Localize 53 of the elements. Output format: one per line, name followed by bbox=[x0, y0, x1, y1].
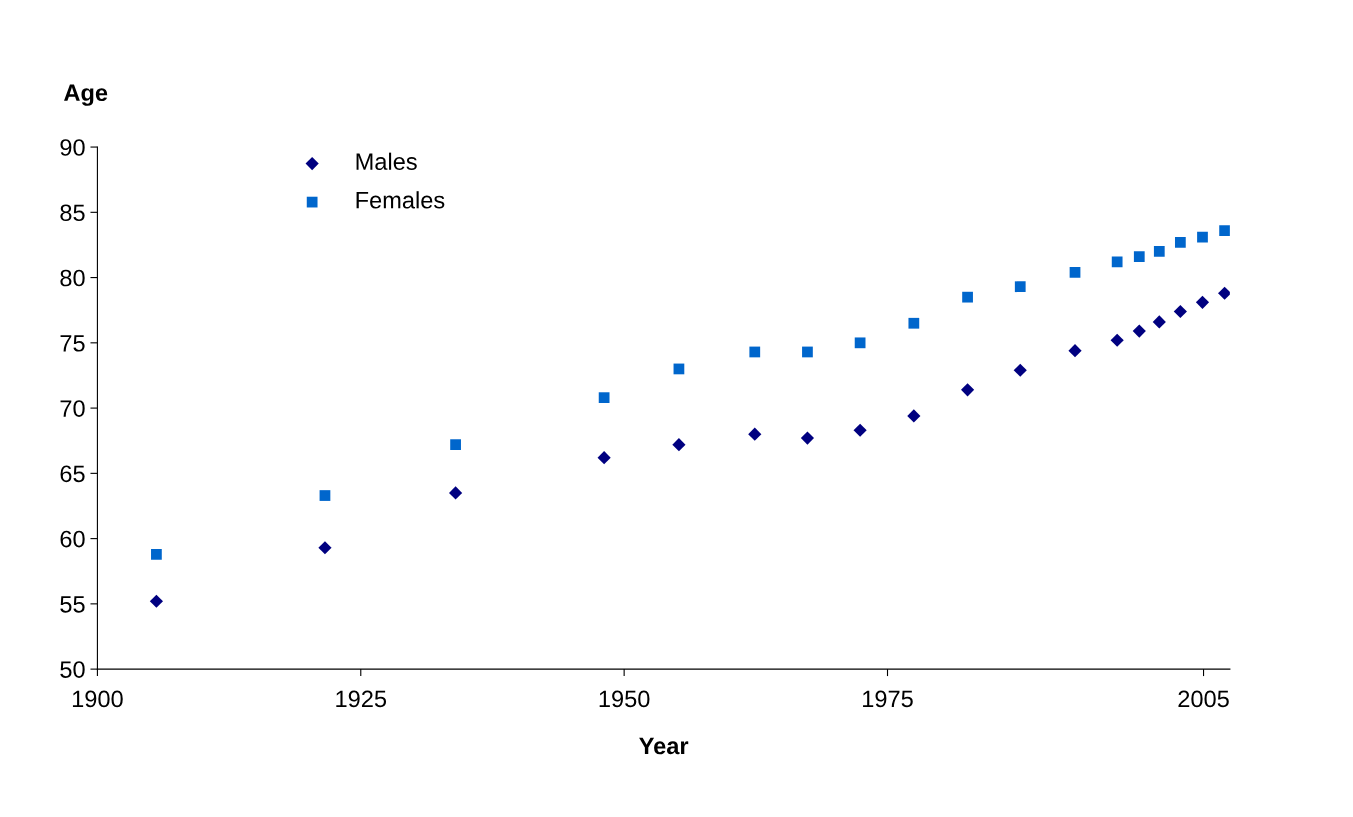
y-tick-label: 70 bbox=[60, 400, 85, 417]
point bbox=[449, 486, 463, 500]
y-axis-title: Age bbox=[64, 84, 108, 106]
point bbox=[1013, 363, 1027, 377]
point bbox=[1014, 281, 1026, 293]
y-tick-label: 85 bbox=[60, 204, 85, 222]
point bbox=[149, 594, 163, 608]
point bbox=[598, 392, 610, 404]
point bbox=[1153, 246, 1165, 257]
point bbox=[1110, 333, 1124, 347]
x-axis-title: Year bbox=[639, 737, 689, 755]
x-tick-label: 2005 bbox=[1178, 690, 1229, 708]
point bbox=[318, 541, 332, 555]
y-tick-label: 80 bbox=[60, 269, 85, 287]
point bbox=[960, 383, 975, 397]
y-tick-label: 90 bbox=[60, 139, 85, 156]
x-tick-label: 1950 bbox=[599, 690, 650, 708]
point bbox=[151, 548, 162, 560]
y-tick-label: 75 bbox=[60, 335, 85, 352]
point bbox=[748, 427, 762, 441]
point bbox=[1174, 236, 1186, 248]
point bbox=[1068, 344, 1082, 358]
point bbox=[1133, 251, 1145, 263]
x-tick-label: 1900 bbox=[72, 690, 123, 708]
point bbox=[450, 439, 461, 451]
point bbox=[962, 291, 973, 303]
y-tick-label: 50 bbox=[60, 661, 85, 678]
point bbox=[853, 423, 867, 437]
point bbox=[800, 431, 815, 445]
legend-label: Females bbox=[356, 191, 445, 209]
point bbox=[672, 438, 686, 452]
point bbox=[1218, 286, 1230, 300]
point bbox=[319, 490, 331, 501]
legend-label: Males bbox=[356, 152, 417, 170]
point bbox=[597, 451, 611, 465]
point bbox=[1195, 295, 1210, 309]
point bbox=[854, 337, 866, 349]
x-tick-label: 1975 bbox=[863, 690, 913, 708]
x-tick-label: 1925 bbox=[336, 690, 387, 708]
point bbox=[1111, 256, 1123, 268]
point bbox=[1132, 324, 1146, 338]
point bbox=[1173, 304, 1187, 319]
point bbox=[749, 346, 761, 358]
point bbox=[1069, 266, 1081, 278]
y-tick-label: 65 bbox=[60, 465, 85, 483]
point bbox=[908, 317, 920, 329]
y-tick-label: 60 bbox=[60, 530, 85, 548]
point bbox=[1152, 315, 1166, 329]
point bbox=[907, 409, 921, 423]
point bbox=[802, 346, 813, 358]
point bbox=[1197, 231, 1208, 243]
point bbox=[1219, 225, 1230, 236]
y-tick-label: 55 bbox=[60, 596, 85, 613]
